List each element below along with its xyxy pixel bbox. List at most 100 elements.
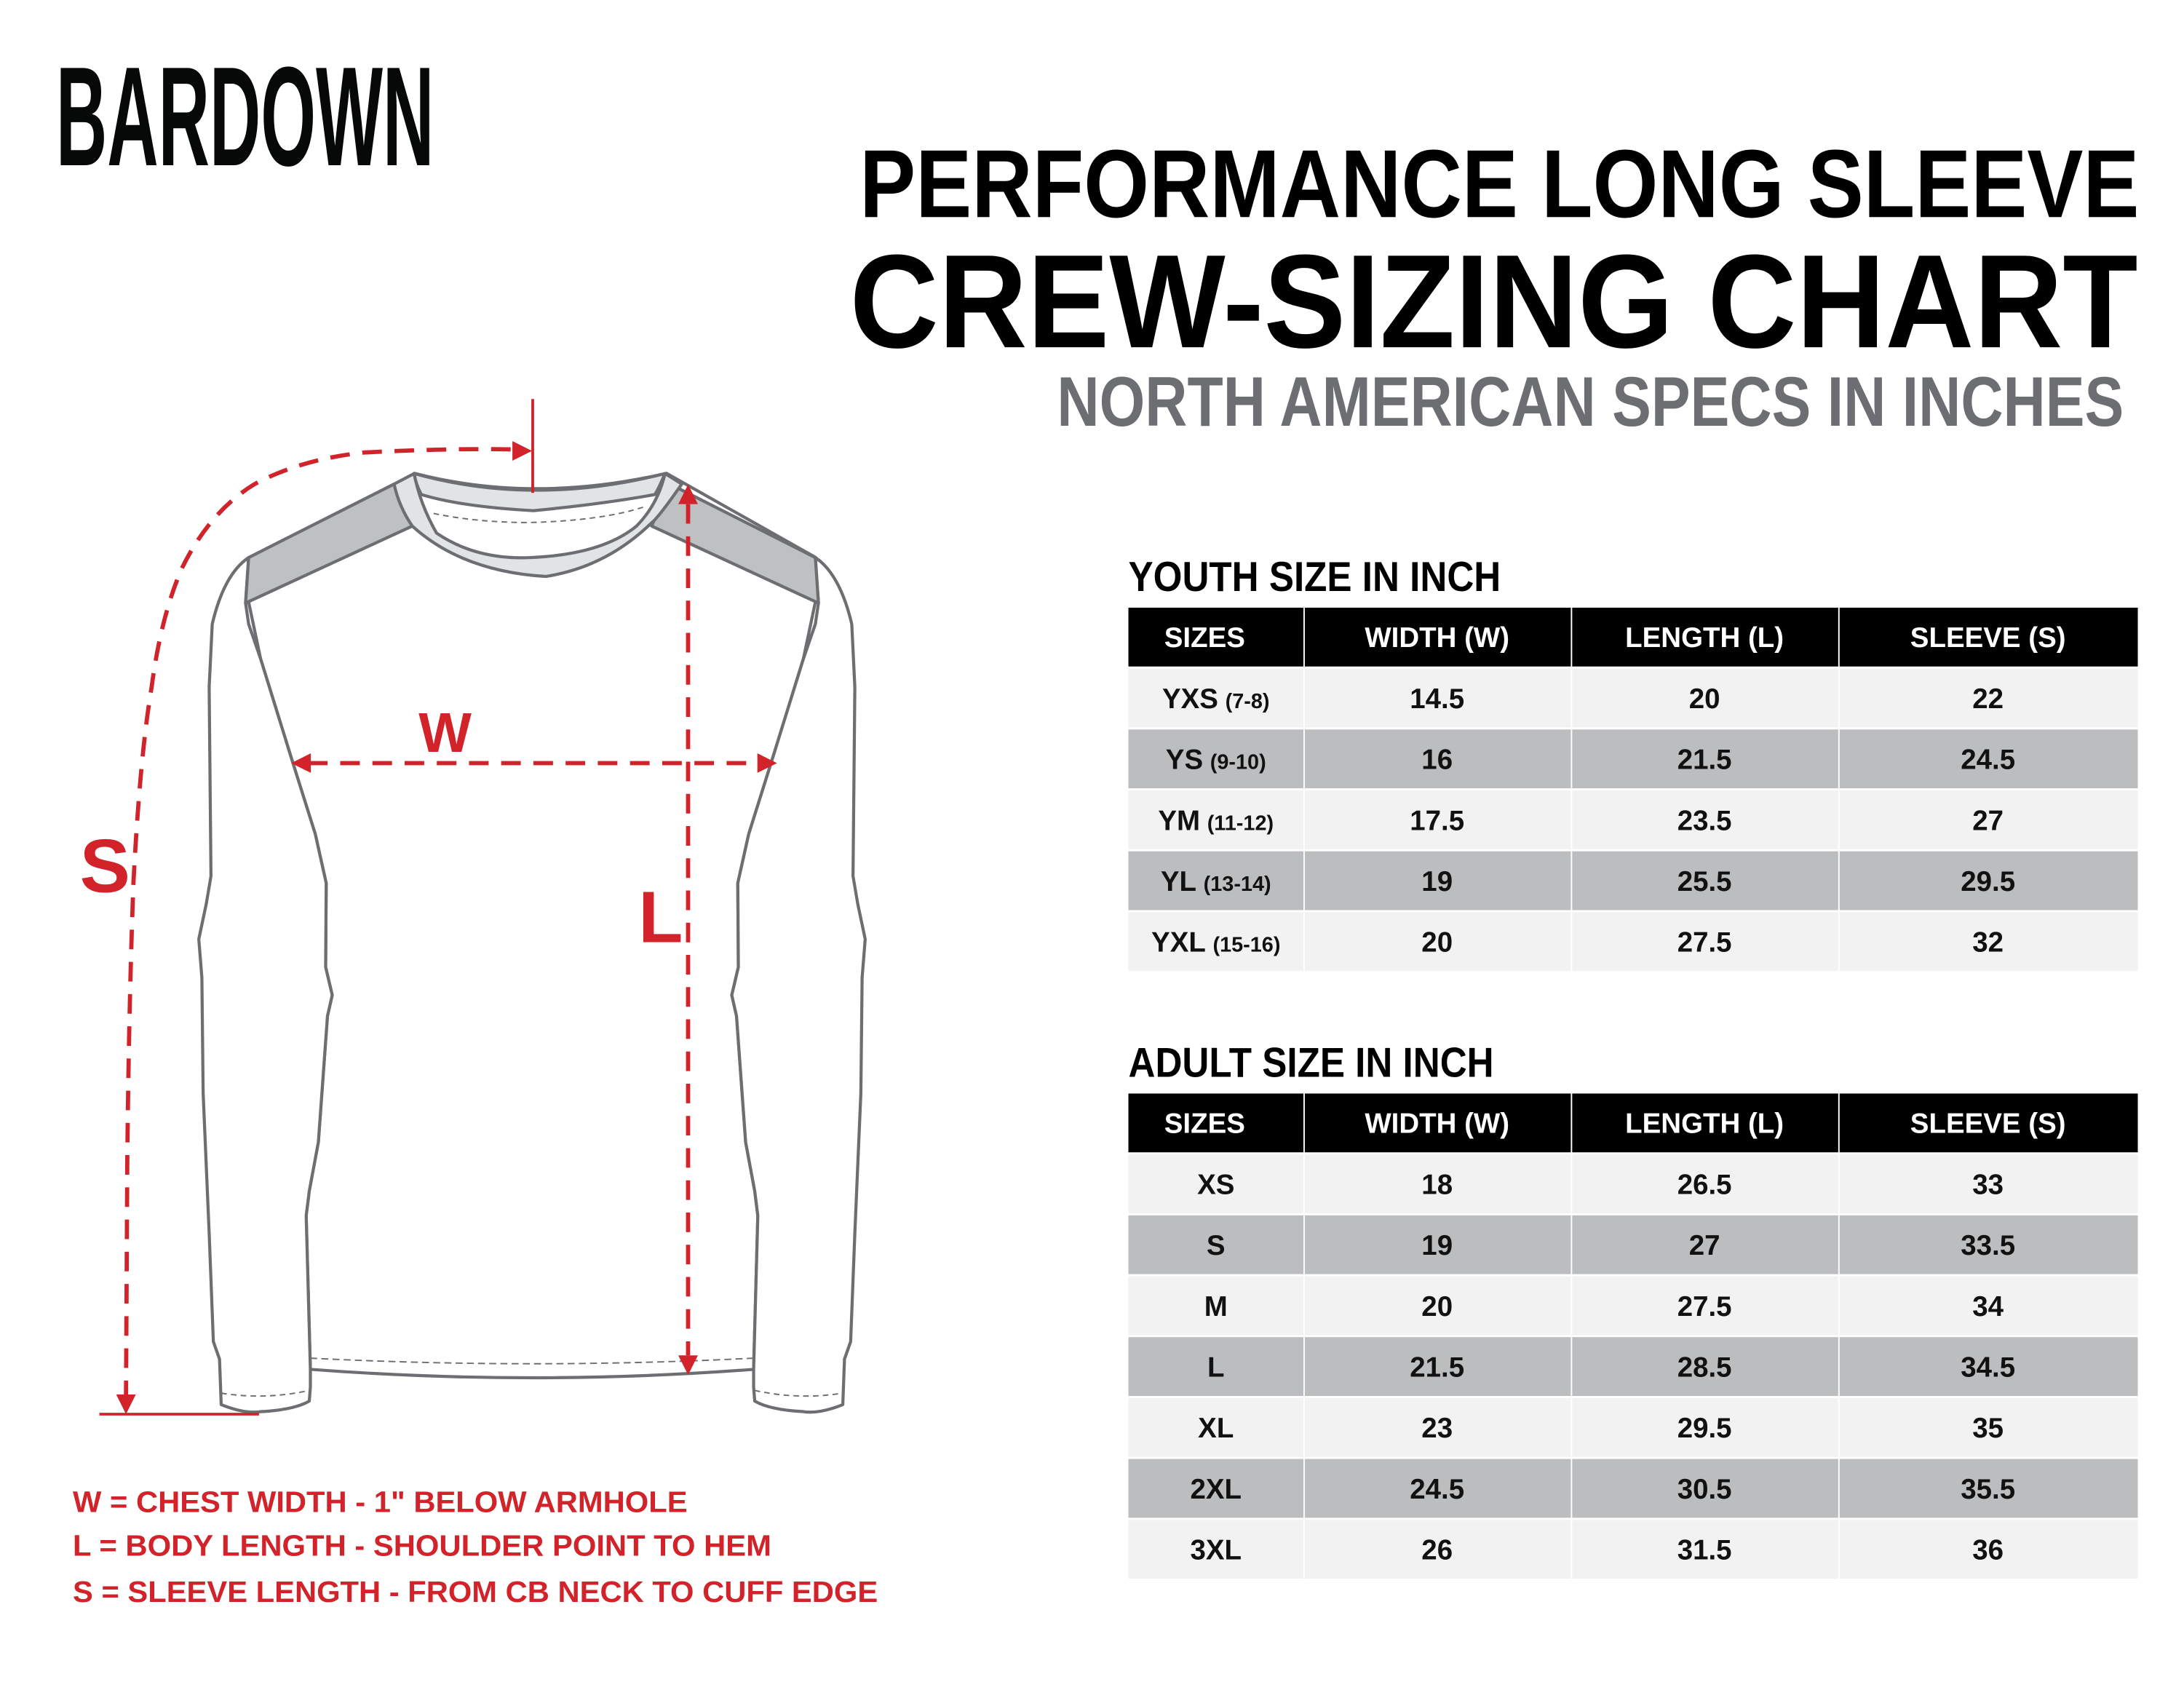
- table-header: SIZES WIDTH (W) LENGTH (L) SLEEVE (S): [1128, 1093, 2138, 1153]
- table-cell: [1304, 729, 1571, 789]
- table-cell: [1304, 1215, 1571, 1274]
- cell-sleeve: 35.5: [1961, 1474, 2015, 1505]
- cell-length: 27.5: [1677, 927, 1732, 959]
- table-cell: [1572, 1337, 1838, 1396]
- cell-length: 27.5: [1677, 1291, 1732, 1322]
- table-cell: [1572, 790, 1838, 849]
- table-row: YL (13-14) 19 25.5 29.5: [1128, 851, 2138, 911]
- cell-sleeve: 32: [1972, 927, 2004, 959]
- table-cell: [1572, 1276, 1838, 1336]
- size-label: YXL: [1151, 927, 1206, 959]
- cell-width: 19: [1421, 866, 1453, 897]
- header-cell: [1304, 607, 1571, 667]
- sleeve-arrowhead-bottom: [116, 1395, 136, 1414]
- table-cell: [1304, 1397, 1571, 1457]
- cell-sleeve: 33.5: [1961, 1230, 2015, 1261]
- cell-size: YM (11-12): [1158, 805, 1274, 836]
- column-header: WIDTH (W): [1365, 622, 1509, 654]
- table-cell: [1304, 1154, 1571, 1213]
- width-arrowhead-right: [757, 753, 777, 773]
- right-shoulder-panel: [650, 482, 820, 605]
- adult-table-title: ADULT SIZE IN INCH: [1129, 1039, 1494, 1086]
- table-row: YXL (15-16) 20 27.5 32: [1128, 912, 2138, 972]
- table-cell: [1572, 912, 1838, 972]
- header-cell: [1839, 607, 2138, 667]
- table-cell: [1128, 912, 1303, 972]
- table-cell: [1839, 912, 2138, 972]
- table-row: YS (9-10) 16 21.5 24.5: [1128, 729, 2138, 789]
- age-range: (9-10): [1210, 751, 1266, 774]
- table-cell: [1572, 1520, 1838, 1579]
- cell-length: 27: [1689, 1230, 1720, 1261]
- shirt-diagram: [197, 472, 867, 1414]
- title-line-2: CREW-SIZING CHART: [850, 227, 2138, 376]
- sleeve-length-dashed-line: [124, 447, 515, 1400]
- cell-sleeve: 22: [1972, 683, 2004, 715]
- size-label: YXS: [1162, 683, 1218, 715]
- table-cell: [1128, 668, 1303, 728]
- cell-width: 26: [1421, 1535, 1453, 1566]
- header-cell: [1572, 1093, 1838, 1153]
- adult-size-table: SIZES WIDTH (W) LENGTH (L) SLEEVE (S) XS 18 26…: [1128, 1093, 2138, 1579]
- table-cell: [1128, 1215, 1303, 1274]
- youth-table-title: YOUTH SIZE IN INCH: [1129, 554, 1501, 600]
- cell-size: XL: [1198, 1413, 1234, 1444]
- table-cell: [1128, 1337, 1303, 1396]
- table-row: 2XL 24.5 30.5 35.5: [1128, 1459, 2138, 1518]
- cell-length: 29.5: [1677, 1413, 1732, 1444]
- table-cell: [1128, 790, 1303, 849]
- column-header: SLEEVE (S): [1910, 1108, 2066, 1139]
- cell-sleeve: 24.5: [1961, 745, 2015, 776]
- right-sleeve: [730, 555, 867, 1414]
- table-cell: [1839, 1459, 2138, 1518]
- cell-size: S: [1207, 1230, 1226, 1261]
- cell-sleeve: 29.5: [1961, 866, 2015, 897]
- table-cell: [1304, 668, 1571, 728]
- table-cell: [1839, 729, 2138, 789]
- table-cell: [1128, 1520, 1303, 1579]
- legend-width: W = CHEST WIDTH - 1" BELOW ARMHOLE: [73, 1485, 688, 1519]
- cell-sleeve: 36: [1972, 1535, 2004, 1566]
- table-row: L 21.5 28.5 34.5: [1128, 1337, 2138, 1396]
- age-range: (13-14): [1204, 873, 1271, 896]
- cell-length: 20: [1689, 683, 1720, 715]
- cell-length: 30.5: [1677, 1474, 1732, 1505]
- cell-width: 21.5: [1410, 1352, 1464, 1384]
- table-cell: [1304, 1459, 1571, 1518]
- table-cell: [1128, 1276, 1303, 1336]
- cell-size: XS: [1197, 1169, 1234, 1200]
- cell-length: 25.5: [1677, 866, 1732, 897]
- table-row: M 20 27.5 34: [1128, 1276, 2138, 1336]
- right-cuff-stitch: [754, 1389, 843, 1397]
- cell-length: 26.5: [1677, 1169, 1732, 1200]
- table-cell: [1839, 851, 2138, 911]
- cell-sleeve: 34: [1972, 1291, 2004, 1322]
- table-cell: [1128, 729, 1303, 789]
- table-row: YXS (7-8) 14.5 20 22: [1128, 668, 2138, 728]
- column-header: LENGTH (L): [1625, 622, 1784, 654]
- header-cell: [1839, 1093, 2138, 1153]
- table-cell: [1572, 1154, 1838, 1213]
- table-cell: [1304, 912, 1571, 972]
- table-row: XL 23 29.5 35: [1128, 1397, 2138, 1457]
- cell-width: 14.5: [1410, 683, 1464, 715]
- cell-sleeve: 27: [1972, 805, 2004, 836]
- table-cell: [1572, 729, 1838, 789]
- table-cell: [1839, 1337, 2138, 1396]
- cell-width: 16: [1421, 745, 1453, 776]
- cell-width: 18: [1421, 1169, 1453, 1200]
- left-sleeve: [197, 555, 334, 1414]
- table-cell: [1839, 790, 2138, 849]
- table-cell: [1572, 1215, 1838, 1274]
- cell-width: 17.5: [1410, 805, 1464, 836]
- table-cell: [1839, 1215, 2138, 1274]
- table-row: 3XL 26 31.5 36: [1128, 1520, 2138, 1579]
- cell-width: 19: [1421, 1230, 1453, 1261]
- cell-length: 21.5: [1677, 745, 1732, 776]
- table-cell: [1839, 668, 2138, 728]
- cell-length: 28.5: [1677, 1352, 1732, 1384]
- cell-size: YXS (7-8): [1162, 683, 1270, 715]
- cell-size: YL (13-14): [1161, 866, 1271, 897]
- column-header: LENGTH (L): [1625, 1108, 1784, 1139]
- cell-width: 20: [1421, 927, 1453, 959]
